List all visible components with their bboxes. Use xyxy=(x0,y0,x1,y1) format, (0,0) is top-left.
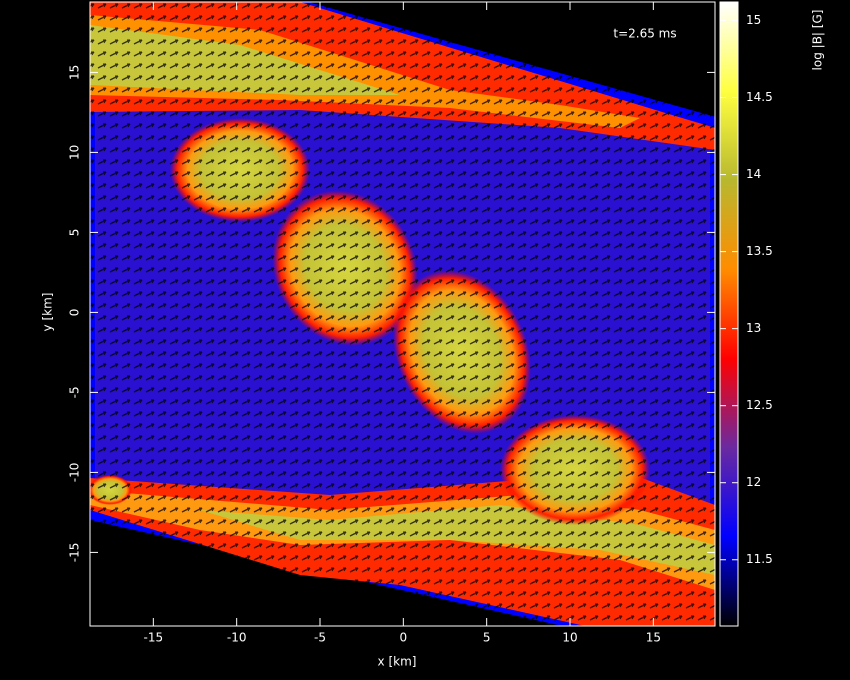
colorbar xyxy=(719,1,739,627)
x-tick-label: -10 xyxy=(227,631,247,645)
x-tick-label: 0 xyxy=(400,631,408,645)
x-tick-label: -5 xyxy=(314,631,326,645)
colorbar-tick-label: 13 xyxy=(746,321,761,335)
x-tick-label: 15 xyxy=(646,631,661,645)
x-tick-label: 10 xyxy=(562,631,577,645)
colorbar-label: log |B| [G] xyxy=(811,10,825,71)
field-map xyxy=(90,2,715,626)
colorbar-tick-label: 12 xyxy=(746,475,761,489)
colorbar-tick-label: 13.5 xyxy=(746,244,773,258)
y-tick-label: -5 xyxy=(68,386,82,398)
y-tick-label: -15 xyxy=(68,543,82,563)
colorbar-tick-label: 14.5 xyxy=(746,90,773,104)
colorbar-tick-label: 12.5 xyxy=(746,398,773,412)
colorbar-tick-label: 14 xyxy=(746,167,761,181)
x-tick-label: -15 xyxy=(144,631,164,645)
y-tick-label: 0 xyxy=(68,309,82,317)
y-tick-label: -10 xyxy=(68,463,82,483)
y-tick-label: 15 xyxy=(68,65,82,80)
plot-frame xyxy=(89,1,716,627)
x-axis-label: x [km] xyxy=(378,655,417,669)
y-tick-label: 10 xyxy=(68,145,82,160)
x-tick-label: 5 xyxy=(483,631,491,645)
time-annotation: t=2.65 ms xyxy=(613,27,676,41)
colorbar-tick-label: 11.5 xyxy=(746,552,773,566)
y-tick-label: 5 xyxy=(68,229,82,237)
colorbar-tick-label: 15 xyxy=(746,13,761,27)
y-axis-label: y [km] xyxy=(41,293,55,332)
